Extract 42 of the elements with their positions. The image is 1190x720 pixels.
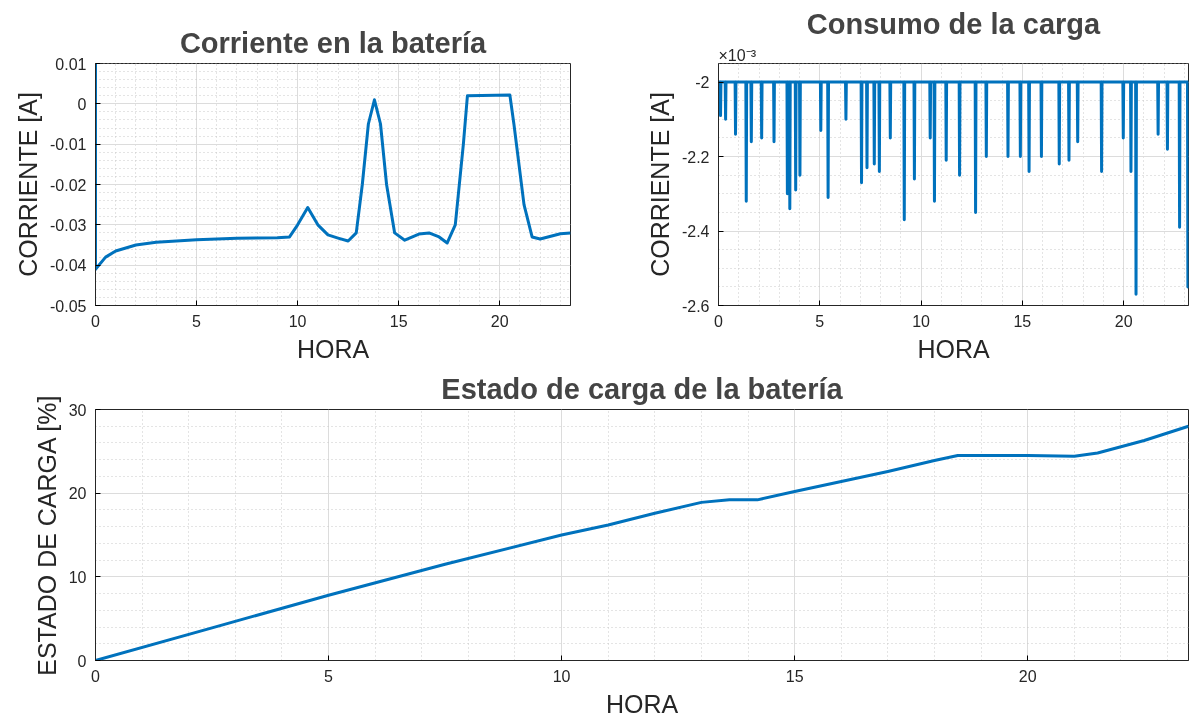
x-tick-label: 15 — [1013, 312, 1032, 330]
x-axis-title: HORA — [917, 334, 990, 363]
y-axis-title: ESTADO DE CARGA [%] — [32, 395, 61, 676]
x-tick-label: 20 — [490, 312, 509, 330]
x-tick-label: 20 — [1018, 667, 1037, 685]
chart-title: Estado de carga de la batería — [441, 372, 844, 405]
line-series — [95, 63, 571, 271]
x-tick-label: 5 — [192, 312, 202, 330]
x-tick-label: 5 — [815, 312, 825, 330]
y-tick-label: -2.6 — [681, 297, 710, 315]
y-tick-label: -2.2 — [681, 148, 710, 166]
text: ×10⁻³ — [718, 46, 757, 64]
y-tick-label: 30 — [68, 401, 87, 419]
x-tick-label: 10 — [288, 312, 307, 330]
y-tick-label: 0 — [77, 95, 87, 113]
x-tick-label: 15 — [389, 312, 408, 330]
y-tick-label: -0.01 — [50, 136, 87, 154]
x-axis-title: HORA — [605, 689, 679, 718]
x-tick-label: 0 — [91, 667, 101, 685]
y-tick-label: -2.4 — [681, 223, 710, 241]
x-tick-label: 0 — [714, 312, 724, 330]
x-axis-title: HORA — [296, 334, 370, 363]
y-tick-label: -2 — [695, 74, 710, 92]
x-tick-label: 10 — [912, 312, 931, 330]
x-tick-label: 20 — [1114, 312, 1133, 330]
chart-title: Corriente en la batería — [179, 26, 487, 59]
y-tick-label: -0.03 — [50, 216, 87, 234]
y-tick-label: -0.02 — [50, 176, 87, 194]
y-axis-title: CORRIENTE [A] — [14, 92, 43, 277]
chart-title: Consumo de la carga — [806, 7, 1102, 40]
y-axis-title: CORRIENTE [A] — [645, 92, 674, 277]
y-tick-label: 0.01 — [55, 55, 87, 73]
x-tick-label: 0 — [91, 312, 101, 330]
x-tick-label: 5 — [324, 667, 334, 685]
y-tick-label: 0 — [77, 652, 87, 670]
x-tick-label: 10 — [552, 667, 571, 685]
y-tick-label: 10 — [68, 568, 87, 586]
y-tick-label: -0.04 — [50, 257, 87, 275]
x-tick-label: 15 — [785, 667, 804, 685]
y-tick-label: -0.05 — [50, 297, 87, 315]
y-tick-label: 20 — [68, 485, 87, 503]
line-series — [718, 80, 1189, 296]
